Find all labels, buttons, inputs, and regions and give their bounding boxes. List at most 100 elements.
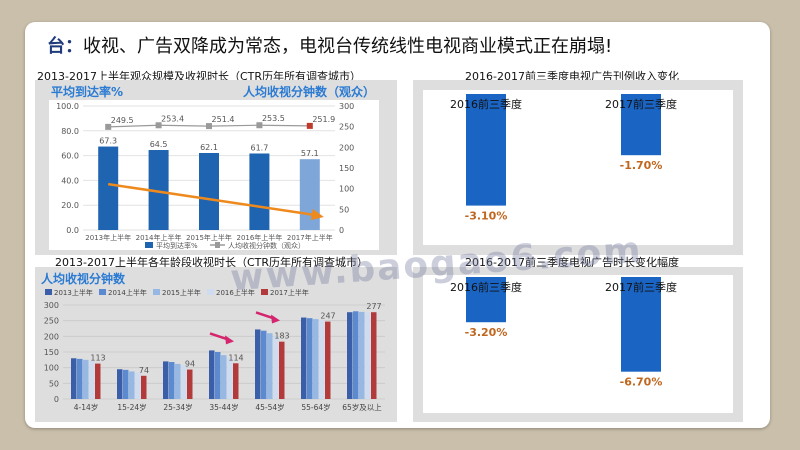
tr-value-label: -1.70% [620, 159, 663, 172]
tl-legend-marker [215, 242, 220, 248]
bl-bar [227, 358, 233, 399]
br-caption: 2016-2017前三季度电视广告时长变化幅度 [465, 256, 679, 269]
tl-y2tick: 50 [339, 205, 349, 214]
bl-bar [83, 359, 89, 399]
tl-legend-swatch [145, 242, 153, 248]
bl-bar [273, 336, 279, 399]
bl-bar [261, 330, 267, 399]
bl-bar [77, 358, 83, 399]
tl-line-point [256, 122, 263, 129]
br-bar [621, 277, 661, 372]
tl-xtick: 2015年上半年 [186, 233, 232, 242]
tr-inner: 2016前三季度 -3.10% 2017前三季度 -1.70% [423, 90, 733, 245]
bl-bar [215, 352, 221, 399]
tl-ytick: 100.0 [56, 102, 79, 111]
tl-xtick: 2017年上半年 [287, 233, 333, 242]
bl-data-label: 114 [228, 353, 243, 362]
bl-pink-arrow [255, 311, 275, 320]
bl-bar [129, 371, 135, 399]
br-value-label: -3.20% [465, 326, 508, 339]
bl-bar [209, 350, 215, 399]
tl-caption: 2013-2017上半年观众规模及收视时长（CTR历年所有调查城市） [37, 70, 361, 83]
tl-xtick: 2016年上半年 [236, 233, 282, 242]
bl-xtick: 35-44岁 [209, 402, 238, 412]
tl-line-label: 253.4 [161, 114, 184, 123]
bl-data-label: 277 [366, 302, 381, 311]
br-inner: 2016前三季度 -3.20% 2017前三季度 -6.70% [423, 275, 733, 413]
bl-pink-arrowhead [271, 314, 280, 324]
bl-bar [233, 363, 239, 399]
tr-chart: 2016前三季度 -3.10% 2017前三季度 -1.70% [450, 94, 677, 223]
tl-xtick: 2013年上半年 [85, 233, 131, 242]
bl-bar [221, 355, 227, 399]
bl-legend-label: 2014上半年 [108, 288, 147, 297]
tl-line-label: 249.5 [111, 116, 134, 125]
bl-ytick: 0 [54, 395, 59, 404]
bl-bar [325, 321, 331, 399]
tl-ytick: 20.0 [61, 201, 79, 210]
bl-bar [255, 329, 261, 399]
br-chart: 2016前三季度 -3.20% 2017前三季度 -6.70% [450, 277, 677, 389]
tl-y2tick: 0 [339, 226, 344, 235]
bl-bar [141, 375, 147, 399]
br-value-label: -6.70% [620, 376, 663, 389]
bl-xtick: 45-54岁 [255, 402, 284, 412]
bl-data-label: 183 [274, 332, 289, 341]
tl-ytick: 60.0 [61, 152, 79, 161]
bl-legend-label: 2016上半年 [216, 288, 255, 297]
bl-caption: 2013-2017上半年各年龄段收视时长（CTR历年所有调查城市） [55, 256, 368, 269]
bl-legend-swatch [45, 289, 52, 295]
slide-title: 台：收视、广告双降成为常态，电视台传统线性电视商业模式正在崩塌! [47, 32, 612, 58]
bl-bar [319, 320, 325, 399]
tl-chart: 平均到达率% 人均收视分钟数（观众） 67.3 64.5 62.1 61.757.1 … [49, 84, 379, 250]
br-category-label: 2017前三季度 [605, 280, 677, 294]
bl-bar [175, 363, 181, 399]
bl-bar [135, 372, 141, 399]
bl-legend-swatch [207, 289, 214, 295]
bl-legend-label: 2013上半年 [54, 288, 93, 297]
bl-ytick: 250 [44, 317, 59, 326]
tl-y2tick: 150 [339, 164, 354, 173]
tl-trend-arrowhead [310, 208, 324, 221]
bl-data-label: 74 [139, 366, 149, 375]
bl-legend-label: 2015上半年 [162, 288, 201, 297]
tl-ytick: 0.0 [66, 226, 79, 235]
bl-bar [365, 312, 371, 399]
bl-bar [301, 317, 307, 399]
bl-data-label: 94 [185, 360, 195, 369]
bl-bar [169, 362, 175, 399]
bl-pink-arrow [209, 332, 229, 341]
tl-ytick: 80.0 [61, 127, 79, 136]
tl-line-point [206, 123, 212, 130]
bl-xtick: 55-64岁 [301, 402, 330, 412]
tl-bar [98, 146, 119, 230]
tr-category-label: 2017前三季度 [605, 97, 677, 111]
tl-line-label: 251.9 [312, 115, 335, 124]
bl-bar [89, 360, 95, 399]
bl-bar [307, 318, 313, 399]
bl-panel: 人均收视分钟数 2013上半年 2014上半年 2015上半年 2016上半年 2017… [35, 267, 397, 422]
tl-bar [299, 159, 320, 230]
bl-xtick: 65岁及以上 [342, 402, 382, 412]
tl-ytick: 40.0 [61, 176, 79, 185]
bl-data-label: 113 [90, 354, 105, 363]
bl-bar [187, 369, 193, 399]
tr-bar [466, 94, 506, 206]
title-lead: 台： [47, 36, 83, 57]
tl-line-point [105, 123, 112, 130]
tl-bar [148, 150, 169, 230]
bl-bar [353, 311, 359, 399]
tr-bar [621, 94, 661, 156]
bl-xtick: 4-14岁 [74, 402, 99, 412]
bl-bar [181, 365, 187, 399]
tl-legend-label: 平均到达率% [156, 241, 198, 250]
bl-bar [313, 319, 319, 399]
bl-bar [359, 311, 365, 399]
tl-xtick: 2014年上半年 [136, 233, 182, 242]
bl-pink-arrowhead [225, 335, 234, 345]
tl-right-heading: 人均收视分钟数（观众） [243, 84, 375, 99]
bl-bar [117, 369, 123, 399]
bl-bar [95, 363, 101, 399]
br-panel: 2016前三季度 -3.20% 2017前三季度 -6.70% [413, 267, 743, 422]
tr-value-label: -3.10% [465, 210, 508, 223]
